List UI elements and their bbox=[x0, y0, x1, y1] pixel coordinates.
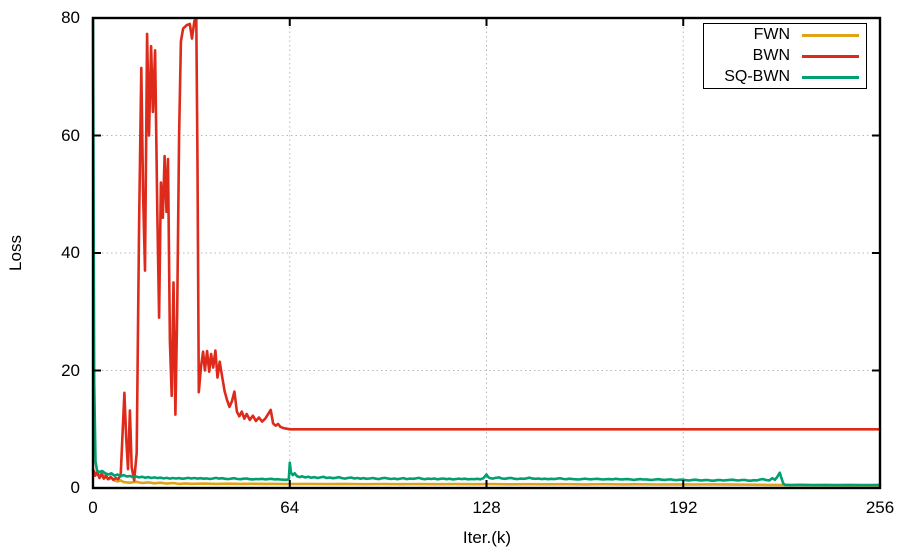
x-tick-label: 0 bbox=[88, 498, 98, 517]
series-line-bwn bbox=[91, 17, 882, 482]
x-tick-label: 256 bbox=[865, 498, 895, 517]
x-tick-label: 192 bbox=[669, 498, 698, 517]
series-line-sq-bwn bbox=[91, 16, 882, 487]
legend-item-bwn: BWN bbox=[704, 46, 866, 67]
y-tick-label: 80 bbox=[61, 8, 80, 27]
x-tick-label: 64 bbox=[280, 498, 300, 517]
legend-label-sq-bwn: SQ-BWN bbox=[724, 68, 790, 85]
legend-line-swatch-fwn bbox=[802, 33, 859, 37]
legend-label-bwn: BWN bbox=[752, 47, 790, 64]
legend-line-swatch-bwn bbox=[802, 54, 859, 58]
x-axis-label: Iter.(k) bbox=[462, 528, 512, 547]
legend-label-fwn: FWN bbox=[753, 26, 790, 43]
y-tick-label: 0 bbox=[70, 478, 80, 497]
x-tick-label: 128 bbox=[472, 498, 501, 517]
legend: FWN BWN SQ-BWN bbox=[703, 23, 867, 89]
y-tick-label: 60 bbox=[61, 125, 80, 145]
legend-line-swatch-sq-bwn bbox=[802, 75, 859, 79]
legend-item-sq-bwn: SQ-BWN bbox=[704, 67, 866, 88]
y-tick-label: 40 bbox=[61, 243, 80, 262]
series-line-fwn bbox=[91, 469, 882, 487]
y-tick-label: 20 bbox=[61, 360, 80, 380]
legend-item-fwn: FWN bbox=[704, 25, 866, 46]
